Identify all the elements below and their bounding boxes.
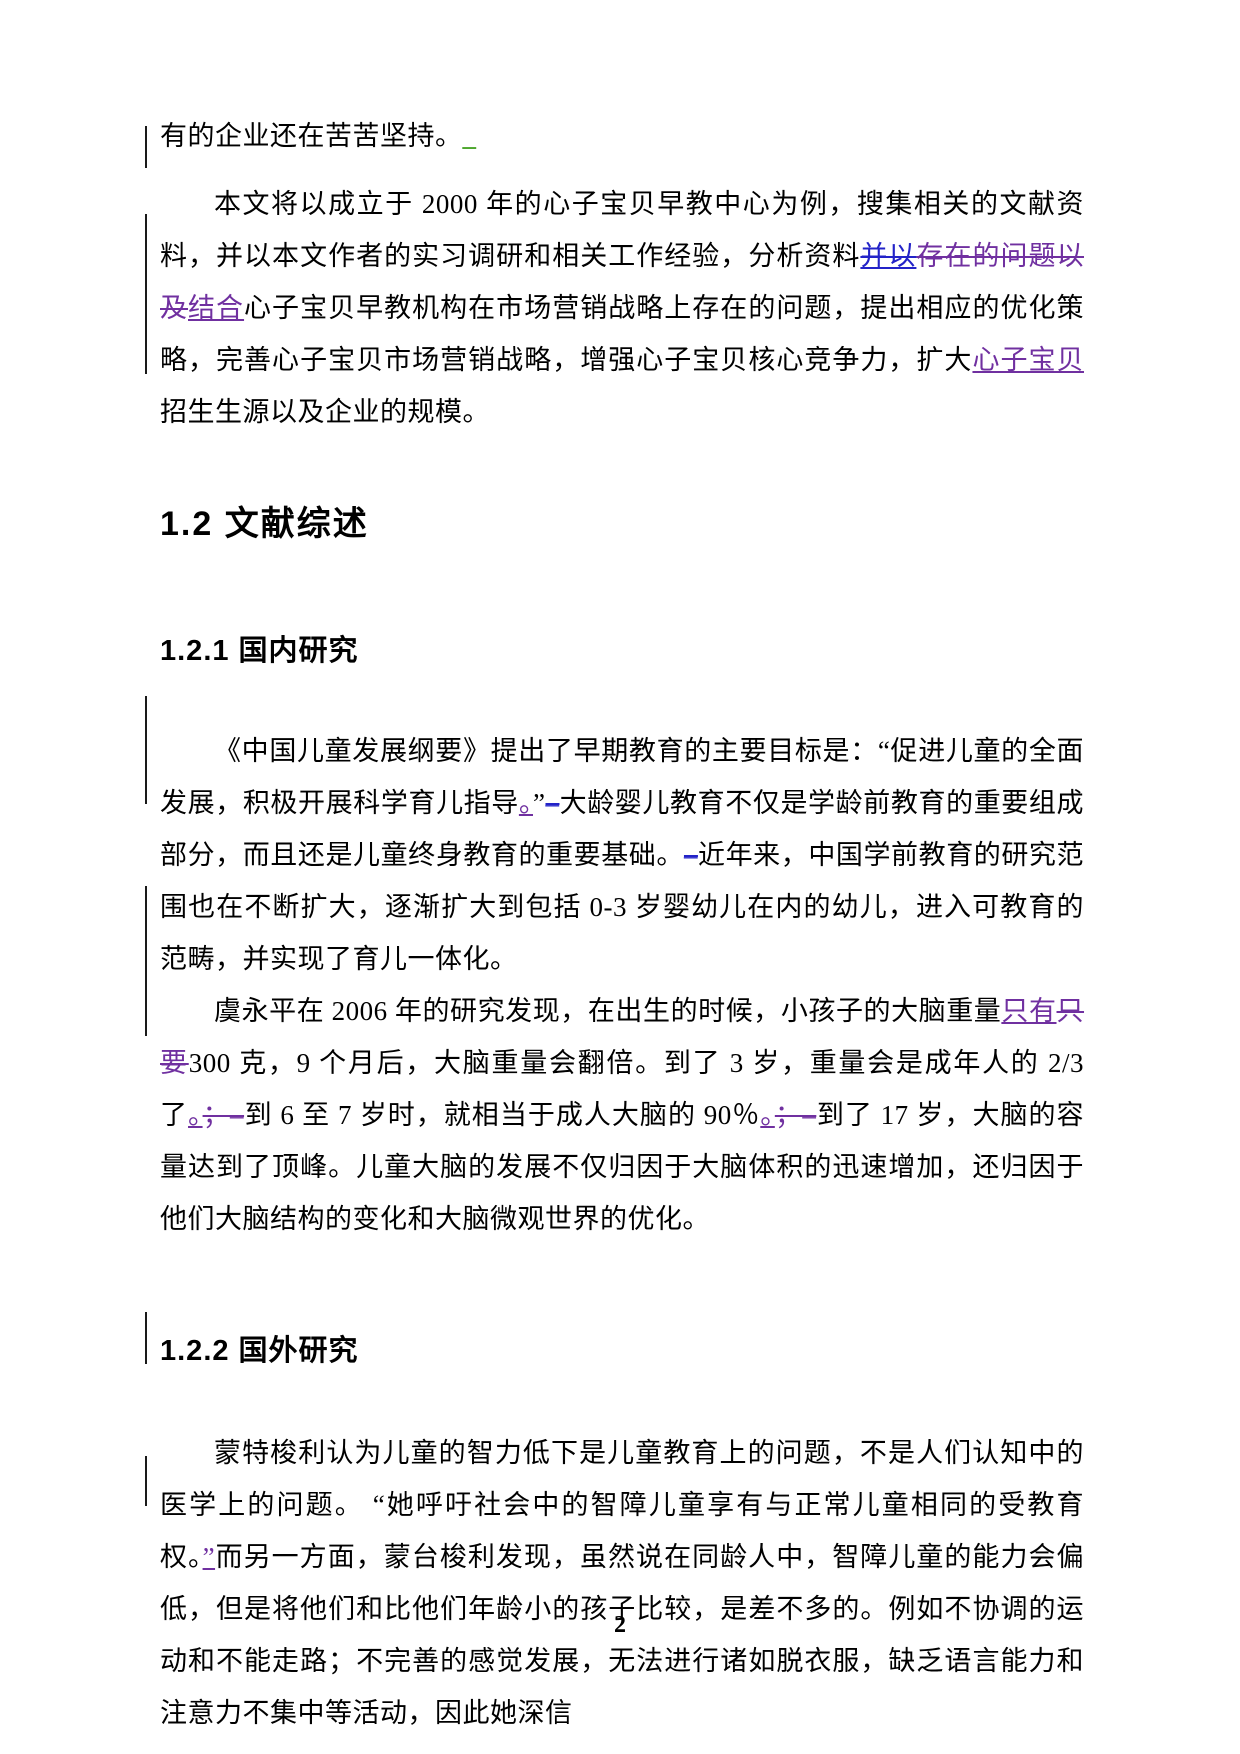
text-run: ” [533, 788, 546, 818]
text-run: 《中国儿童发展纲要》提出了早期教育的主要目标是：“促进儿童的全面发展，积极开展科… [160, 736, 1084, 818]
tracked-insertion: 。 [188, 1100, 203, 1130]
tracked-deletion: – [683, 840, 698, 870]
revision-bar [145, 1312, 147, 1364]
text-run: 本文将以成立于 2000 年的心子宝贝早教中心为例，搜集相关的文献资料，并以本文… [160, 189, 1084, 271]
tracked-insertion: 。 [518, 788, 533, 818]
text-run: 到了 17 岁，大脑的容量达到了顶峰。儿童大脑的发展不仅归因于大脑体积的迅速增加… [160, 1100, 1085, 1234]
paragraph-montessori: 蒙特梭利认为儿童的智力低下是儿童教育上的问题，不是人们认知中的医学上的问题。 “… [160, 1427, 1084, 1739]
paragraph-thesis-intro: 本文将以成立于 2000 年的心子宝贝早教中心为例，搜集相关的文献资料，并以本文… [160, 178, 1084, 438]
tracked-insertion: 。 [760, 1100, 775, 1130]
revision-bar [145, 886, 147, 1036]
page-number: 2 [614, 1612, 626, 1638]
revision-bar [145, 214, 147, 374]
text-body: 有的企业还在苦苦坚持。_ 本文将以成立于 2000 年的心子宝贝早教中心为例，搜… [160, 110, 1084, 1739]
tracked-insertion: ” [202, 1542, 216, 1572]
subsection-heading-domestic: 1.2.1 国内研究 [160, 635, 359, 667]
section-heading-literature-review: 1.2 文献综述 [160, 505, 369, 543]
text-run: 心子宝贝早教机构在市场营销战略上存在的问题，提出相应的优化策略，完善心子宝贝市场… [160, 293, 1084, 375]
text-run: 虞永平在 2006 年的研究发现，在出生的时候，小孩子的大脑重量 [214, 996, 1002, 1026]
revision-bar [145, 696, 147, 804]
text-run: 而另一方面，蒙台梭利发现，虽然说在同龄人中，智障儿童的能力会偏低，但是将他们和比… [160, 1542, 1084, 1728]
text-run: 有的企业还在苦苦坚持。 [160, 121, 463, 151]
tracked-insert-deleted: 并以 [860, 241, 917, 271]
tracked-insertion: 结合 [188, 293, 245, 323]
text-run: 招生生源以及企业的规模。 [160, 397, 490, 427]
tracked-deletion: ；– [774, 1100, 817, 1130]
revision-bar [145, 126, 147, 168]
text-run: 近年来，中国学前教育的研究范围也在不断扩大，逐渐扩大到包括 0-3 岁婴幼儿在内… [160, 840, 1085, 974]
text-run: 到 6 至 7 岁时，就相当于成人大脑的 90％ [244, 1100, 761, 1130]
tracked-insertion: 心子宝贝 [972, 345, 1084, 375]
text-run: 大龄婴儿教育不仅是学龄前教育的重要组成部分，而且还是儿童终身教育的重要基础。 [160, 788, 1085, 870]
paragraph-domestic-research: 《中国儿童发展纲要》提出了早期教育的主要目标是：“促进儿童的全面发展，积极开展科… [160, 725, 1084, 985]
tracked-deletion: 只要 [160, 996, 1085, 1078]
revision-bar [145, 1456, 147, 1506]
tracked-insertion: 只有 [1001, 996, 1057, 1026]
paragraph-holding-on: 有的企业还在苦苦坚持。_ [160, 110, 1084, 162]
paragraph-brain-research: 虞永平在 2006 年的研究发现，在出生的时候，小孩子的大脑重量只有只要300 … [160, 985, 1084, 1245]
subsection-heading-foreign: 1.2.2 国外研究 [160, 1335, 359, 1367]
tracked-insertion-green: _ [462, 121, 477, 151]
text-run: 蒙特梭利认为儿童的智力低下是儿童教育上的问题，不是人们认知中的医学上的问题。 “… [160, 1438, 1084, 1572]
text-run: 300 克，9 个月后，大脑重量会翻倍。到了 3 岁，重量会是成年人的 2/3 … [160, 1048, 1084, 1130]
tracked-deletion: ；– [202, 1100, 245, 1130]
tracked-deletion: 存在的问题以及 [160, 241, 1084, 323]
tracked-deletion: – [545, 788, 560, 818]
